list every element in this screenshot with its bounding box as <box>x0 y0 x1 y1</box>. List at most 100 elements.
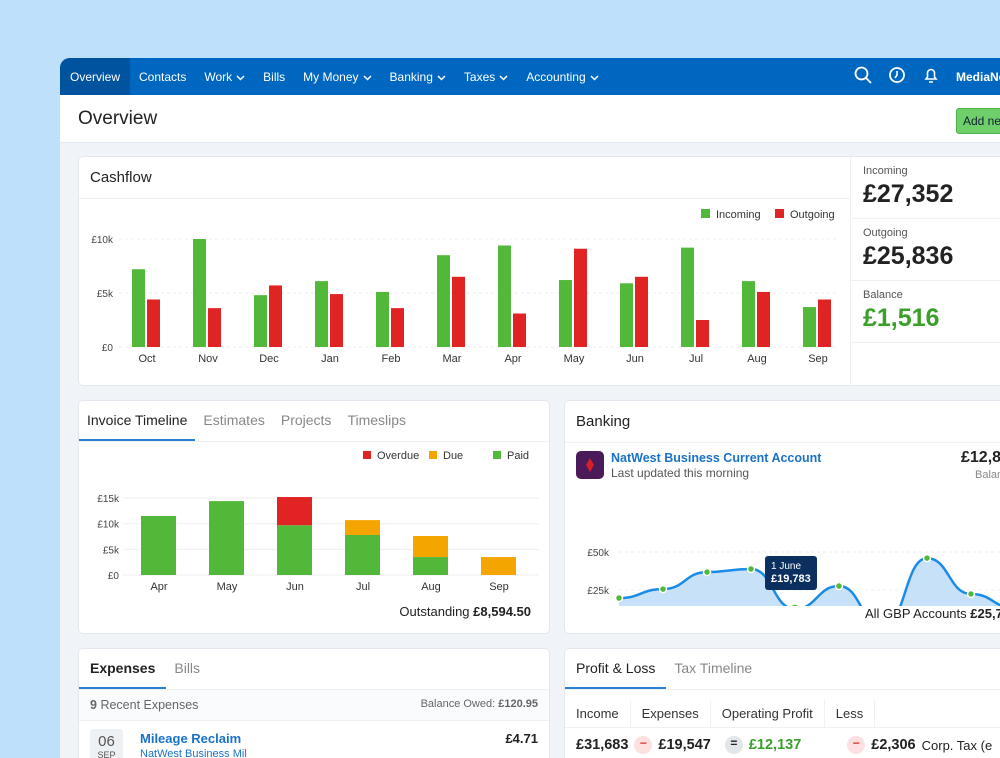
stat-incoming: Incoming £27,352 <box>851 157 1000 219</box>
x-tick: Sep <box>808 353 828 365</box>
x-tick: Aug <box>421 581 441 593</box>
bar-incoming <box>376 291 389 347</box>
y-tick: £5k <box>97 289 114 300</box>
stat-balance: Balance £1,516 <box>851 281 1000 343</box>
nav-my-money[interactable]: My Money <box>294 58 380 95</box>
bar-outgoing <box>147 299 160 347</box>
x-tick: Oct <box>138 353 155 365</box>
bar-paid <box>413 557 448 575</box>
y-tick: £15k <box>97 494 120 505</box>
user-menu[interactable]: MediaNode <box>955 69 1000 84</box>
top-nav: Overview Contacts Work Bills My Money Banking… <box>60 58 1000 95</box>
x-tick: Nov <box>198 353 218 365</box>
tab-projects[interactable]: Projects <box>280 412 332 428</box>
balance-line <box>618 556 1000 606</box>
bar-outgoing <box>452 276 465 347</box>
tab-expenses[interactable]: Expenses <box>79 649 167 689</box>
y-tick: £10k <box>91 235 114 246</box>
bar-incoming <box>681 247 694 347</box>
stat-outgoing: Outgoing £25,836 <box>851 219 1000 281</box>
pnl-header: Less <box>825 700 876 727</box>
banking-title: Banking <box>565 401 1000 443</box>
nav-bills[interactable]: Bills <box>263 69 286 84</box>
nav-taxes[interactable]: Taxes <box>455 58 517 95</box>
legend-label: Outgoing <box>790 209 835 221</box>
bell-icon[interactable] <box>922 66 940 87</box>
bar-incoming <box>132 269 145 347</box>
bar-outgoing <box>269 285 282 347</box>
legend-swatch <box>775 209 784 218</box>
nav-contacts[interactable]: Contacts <box>139 69 187 84</box>
chevron-down-icon <box>363 70 372 84</box>
account-link[interactable]: NatWest Business Current Account <box>611 451 822 465</box>
legend-label: Due <box>443 450 463 462</box>
pnl-values: £31,683 − £19,547 = £12,137 − £2,306 Corp… <box>576 736 993 754</box>
nav-accounting[interactable]: Accounting <box>517 58 607 95</box>
x-tick: Jul <box>356 581 370 593</box>
profit-loss-card: Profit & Loss Tax Timeline Income Expenses… <box>564 648 1000 758</box>
nav-work[interactable]: Work <box>195 58 254 95</box>
x-tick: Sep <box>489 581 509 593</box>
cashflow-title: Cashflow <box>79 157 850 199</box>
page-title: Overview <box>78 107 158 129</box>
tooltip: 1 June £19,783 <box>765 556 817 590</box>
bar-paid <box>277 525 312 575</box>
x-tick: Aug <box>747 353 767 365</box>
tab-tax-timeline[interactable]: Tax Timeline <box>674 660 753 676</box>
chevron-down-icon <box>236 70 245 84</box>
tab-profit-loss[interactable]: Profit & Loss <box>565 649 667 689</box>
bar-overdue <box>277 497 312 526</box>
cashflow-chart: £0 £5k £10k Oct Nov Dec Jan Feb Mar Apr May Jun Jul A… <box>91 209 839 365</box>
pnl-header: Expenses <box>631 700 711 727</box>
tab-bills[interactable]: Bills <box>174 660 201 676</box>
y-tick: £50k <box>587 548 610 559</box>
bar-incoming <box>559 280 572 347</box>
search-icon[interactable] <box>854 66 872 87</box>
bar-outgoing <box>635 276 648 347</box>
bar-outgoing <box>391 308 404 347</box>
data-point <box>834 581 844 591</box>
legend-label: Paid <box>507 450 529 462</box>
bar-due <box>481 557 516 575</box>
bar-outgoing <box>208 308 221 347</box>
bar-outgoing <box>574 248 587 347</box>
tab-timeslips[interactable]: Timeslips <box>347 412 407 428</box>
legend-swatch <box>701 209 710 218</box>
chevron-down-icon <box>437 70 446 84</box>
data-point <box>790 603 800 606</box>
chevron-down-icon <box>499 70 508 84</box>
banking-chart: £0k£25k£50kAprMayJunJulAugSep <box>587 548 1000 606</box>
legend-swatch <box>363 451 371 459</box>
x-tick: Mar <box>443 353 462 365</box>
bar-outgoing <box>818 299 831 347</box>
x-tick: Apr <box>504 353 521 365</box>
x-tick: May <box>217 581 238 593</box>
data-point <box>614 593 624 603</box>
timer-icon[interactable] <box>888 66 906 87</box>
app-window: Overview Contacts Work Bills My Money Banking… <box>60 58 1000 758</box>
y-tick: £25k <box>587 586 610 597</box>
legend-label: Incoming <box>716 209 761 221</box>
x-tick: Dec <box>259 353 279 365</box>
bar-outgoing <box>330 294 343 347</box>
bar-outgoing <box>696 320 709 347</box>
data-point <box>922 553 932 563</box>
bar-incoming <box>620 283 633 347</box>
expenses-summary: 9 Recent Expenses Balance Owed: £120.95 <box>79 690 549 721</box>
bar-due <box>345 520 380 535</box>
balance-label: Balan <box>975 469 1000 481</box>
tab-invoice-timeline[interactable]: Invoice Timeline <box>79 401 196 441</box>
data-point <box>702 567 712 577</box>
legend-swatch <box>493 451 501 459</box>
bar-incoming <box>193 239 206 347</box>
chevron-down-icon <box>590 70 599 84</box>
nav-banking[interactable]: Banking <box>381 58 455 95</box>
bar-paid <box>345 534 380 575</box>
x-tick: Jun <box>626 353 644 365</box>
add-new-button[interactable]: Add new <box>956 108 1000 134</box>
bar-paid <box>209 501 244 575</box>
tab-estimates[interactable]: Estimates <box>203 412 265 428</box>
nav-overview[interactable]: Overview <box>60 58 131 95</box>
x-tick: Jul <box>689 353 703 365</box>
expense-row[interactable]: 06 SEP Mileage Reclaim NatWest Business M… <box>79 721 549 758</box>
